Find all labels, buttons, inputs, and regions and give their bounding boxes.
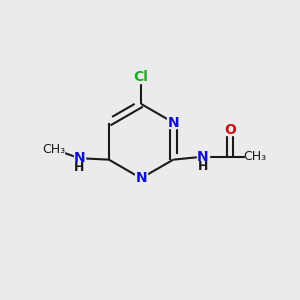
Text: O: O xyxy=(224,123,236,137)
Bar xyxy=(135,172,147,184)
Bar xyxy=(167,117,179,128)
Bar xyxy=(74,152,85,164)
Text: N: N xyxy=(197,150,209,164)
Bar xyxy=(224,125,235,135)
Text: N: N xyxy=(167,116,179,130)
Bar xyxy=(245,152,265,162)
Text: CH₃: CH₃ xyxy=(243,150,267,163)
Text: N: N xyxy=(74,151,85,165)
Text: N: N xyxy=(135,171,147,185)
Text: Cl: Cl xyxy=(134,70,148,84)
Text: CH₃: CH₃ xyxy=(42,143,65,156)
Bar xyxy=(134,71,148,83)
Bar xyxy=(197,151,208,162)
Text: H: H xyxy=(74,161,84,174)
Bar xyxy=(44,144,64,154)
Text: H: H xyxy=(198,160,208,173)
